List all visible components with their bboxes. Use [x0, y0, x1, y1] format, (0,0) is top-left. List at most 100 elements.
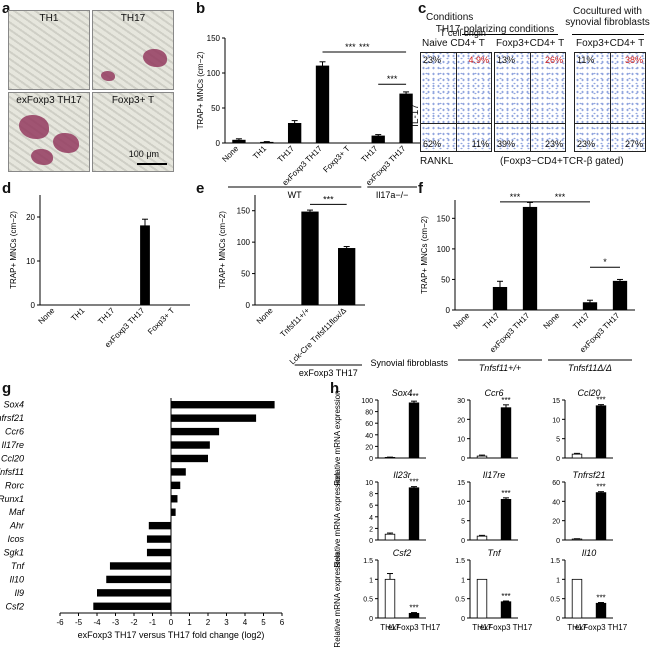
x-tick-label: None — [452, 311, 472, 331]
bar — [171, 481, 181, 490]
origin-label: T cell origin — [440, 28, 486, 38]
x-tick-label: exFoxp3 TH17 — [480, 623, 533, 632]
y-tick-label: 30 — [457, 398, 465, 405]
y-tick-label: 80 — [365, 410, 373, 417]
x-tick-label: -1 — [149, 618, 157, 627]
y-tick-label: 5 — [461, 519, 465, 526]
bar — [500, 601, 512, 619]
x-tick-label: exFoxp3 TH17 — [488, 311, 532, 355]
quadrant-ur: 4.9% — [468, 55, 489, 65]
y-tick-label: 0.5 — [363, 597, 373, 604]
bar — [571, 578, 583, 619]
y-axis-label: TRAP+ MNCs (cm−2) — [196, 51, 205, 129]
bar — [232, 139, 246, 144]
x-tick-label: 1 — [187, 618, 192, 627]
bar — [315, 65, 330, 144]
y-axis-label: TRAP+ MNCs (cm−2) — [420, 216, 429, 294]
y-axis-label: Relative mRNA expression — [333, 472, 342, 567]
significance-label: *** — [510, 192, 521, 202]
x-tick-label: TH17 — [380, 623, 400, 632]
gene-label: Tnfsf11 — [0, 467, 24, 477]
micrograph-label: exFoxp3 TH17 — [16, 95, 82, 106]
significance-label: *** — [345, 42, 356, 52]
bar — [371, 135, 385, 144]
gene-title: Il10 — [582, 548, 597, 558]
gene-title: Tnfrsf21 — [572, 470, 605, 480]
micrograph-label: TH17 — [120, 13, 146, 24]
bar — [171, 495, 178, 503]
x-tick-label: 5 — [261, 618, 266, 627]
x-tick-label: Tnfsf11+/+ — [278, 306, 311, 339]
y-tick-label: 1.5 — [455, 558, 465, 565]
y-tick-label: 150 — [237, 207, 251, 216]
group-label: exFoxp3 TH17 — [299, 368, 358, 378]
gene-label: Runx1 — [0, 494, 24, 504]
bar — [522, 206, 538, 311]
x-tick-label: TH17 — [359, 144, 380, 165]
x-tick-label: 3 — [224, 618, 229, 627]
significance-label: *** — [501, 396, 510, 405]
bar — [287, 123, 302, 144]
bar — [582, 302, 598, 311]
y-tick-label: 0 — [556, 538, 560, 545]
y-tick-label: 0.5 — [455, 597, 465, 604]
bar — [97, 589, 171, 597]
bar — [571, 453, 583, 459]
bar — [571, 538, 583, 541]
significance-label: *** — [555, 192, 566, 202]
panel-letter-e: e — [196, 180, 205, 197]
panel-letter-d: d — [2, 180, 12, 197]
gene-label: Sgk1 — [3, 548, 24, 558]
x-tick-label: TH17 — [276, 144, 297, 165]
x-tick-label: -4 — [93, 618, 101, 627]
quadrant-ll: 39% — [497, 139, 516, 149]
gene-title: Tnf — [487, 548, 502, 558]
x-tick-label: exFoxp3 TH17 — [364, 144, 408, 188]
quadrant-ul: 13% — [497, 55, 516, 65]
y-tick-label: 60 — [365, 421, 373, 428]
y-tick-label: 40 — [365, 433, 373, 440]
y-tick-label: 50 — [211, 104, 220, 113]
quadrant-lr: 27% — [624, 139, 643, 149]
conditions-label: Conditions — [426, 12, 474, 23]
gene-label: Il10 — [9, 574, 24, 584]
gene-label: Csf2 — [5, 601, 24, 611]
x-axis-label: exFoxp3 TH17 versus TH17 fold change (lo… — [78, 630, 265, 640]
gene-label: Rorc — [5, 480, 25, 490]
y-tick-label: 0 — [369, 538, 373, 545]
significance-label: *** — [359, 42, 370, 52]
y-tick-label: 100 — [207, 69, 221, 78]
x-tick-label: -3 — [112, 618, 120, 627]
y-tick-label: 8 — [369, 492, 373, 499]
y-tick-label: 15 — [457, 480, 465, 487]
quadrant-ul: 23% — [423, 55, 442, 65]
x-tick-label: -6 — [56, 618, 64, 627]
group-label: Tnfsf11Δ/Δ — [568, 363, 612, 373]
bar — [148, 521, 171, 530]
x-tick-label: TH17 — [96, 306, 117, 327]
quadrant-lr: 23% — [544, 139, 563, 149]
bar — [408, 612, 420, 619]
x-tick-label: None — [37, 306, 57, 326]
bar — [171, 414, 257, 422]
significance-label: * — [603, 257, 607, 267]
bar — [171, 454, 208, 463]
gene-title: Ccr6 — [484, 388, 503, 398]
gene-title: Ccl20 — [577, 388, 600, 398]
y-tick-label: 100 — [237, 238, 251, 247]
facs-plot-1: 23% 4.9% 62% 11% — [420, 52, 492, 152]
y-tick-label: 6 — [369, 503, 373, 510]
bar — [492, 286, 508, 311]
y-tick-label: 1 — [556, 577, 560, 584]
x-tick-label: exFoxp3 TH17 — [388, 623, 441, 632]
bar — [109, 562, 171, 570]
y-tick-label: 0 — [461, 456, 465, 463]
bar — [500, 498, 512, 541]
bar — [476, 535, 488, 541]
y-tick-label: 40 — [552, 499, 560, 506]
bar — [171, 401, 275, 409]
y-tick-label: 10 — [26, 257, 35, 266]
significance-label: *** — [596, 483, 605, 492]
bar — [408, 487, 420, 541]
quadrant-ll: 23% — [577, 139, 596, 149]
